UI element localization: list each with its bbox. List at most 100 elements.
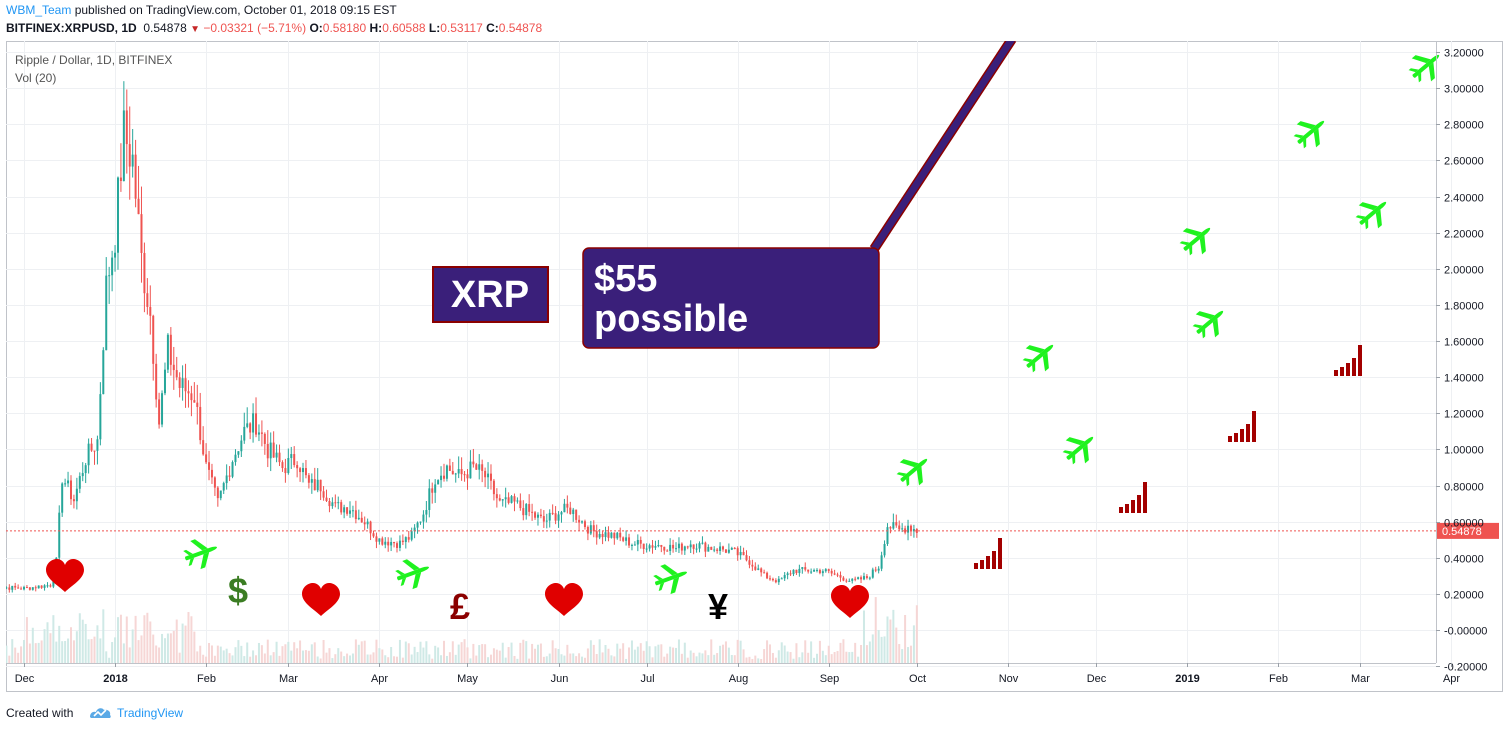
candle-body <box>25 587 28 589</box>
candle-body <box>704 542 707 552</box>
candle-body <box>178 377 181 388</box>
volume-bar <box>357 644 360 663</box>
candle-body <box>284 468 287 474</box>
volume-bar <box>393 656 396 663</box>
volume-bar <box>633 649 636 663</box>
candle-body <box>889 527 892 529</box>
candle-body <box>845 580 848 582</box>
candle-body <box>572 509 575 515</box>
candle-body <box>636 539 639 545</box>
volume-bar <box>293 642 296 663</box>
volume-bar <box>901 649 904 663</box>
volume-bar <box>534 648 537 663</box>
y-tick-label: 1.20000 <box>1444 409 1484 421</box>
candle-body <box>780 578 783 580</box>
candle-body <box>604 532 607 538</box>
volume-bar <box>824 655 827 663</box>
candle-body <box>683 546 686 551</box>
x-tick-label: Nov <box>999 673 1019 685</box>
candle-body <box>454 473 457 475</box>
candle-body <box>11 585 14 590</box>
candle-body <box>263 433 266 444</box>
volume-bar <box>810 641 813 663</box>
volume-bar <box>363 640 366 663</box>
volume-bar <box>52 615 55 663</box>
candle-body <box>563 503 566 513</box>
candle-body <box>833 573 836 575</box>
candle-body <box>616 532 619 539</box>
volume-bar <box>519 642 522 663</box>
candle-body <box>310 479 313 483</box>
candle-body <box>813 569 816 572</box>
volume-bar <box>372 652 375 663</box>
candle-body <box>266 443 269 459</box>
candle-body <box>149 306 152 316</box>
volume-bar <box>105 651 108 663</box>
volume-bar <box>666 653 669 663</box>
volume-bar <box>187 612 190 663</box>
y-tick-label: -0.20000 <box>1444 662 1487 674</box>
candle-body <box>181 378 184 388</box>
candle-body <box>595 531 598 538</box>
candle-body <box>328 501 331 507</box>
volume-bar <box>69 627 72 663</box>
volume-bar <box>40 640 43 663</box>
chart-area[interactable]: 0.54878 $55 possible XRP $ £ ¥ 3.20000 3.00000… <box>6 41 1503 692</box>
volume-bar <box>880 636 883 663</box>
candle-body <box>202 440 205 455</box>
candle-body <box>912 529 915 532</box>
volume-bar <box>275 641 278 663</box>
tradingview-logo-icon[interactable] <box>88 704 112 720</box>
volume-bar <box>49 633 52 663</box>
candle-body <box>848 580 851 582</box>
volume-bar <box>742 649 745 663</box>
volume-bar <box>489 654 492 663</box>
volume-bar <box>722 644 725 663</box>
candle-body <box>410 531 413 540</box>
author-link[interactable]: WBM_Team <box>6 3 72 17</box>
volume-bar <box>575 656 578 663</box>
volume-bar <box>551 640 554 663</box>
volume-bar <box>601 652 604 663</box>
last-price-line: 0.54878 <box>6 522 1499 539</box>
candle-body <box>672 544 675 549</box>
candle-body <box>67 480 70 484</box>
volume-bar <box>727 647 730 663</box>
candle-body <box>325 497 328 502</box>
candle-body <box>692 544 695 549</box>
down-arrow-icon: ▼ <box>190 24 200 35</box>
volume-bar <box>67 638 70 663</box>
volume-bar <box>37 642 40 663</box>
candle-body <box>645 548 648 550</box>
volume-bar <box>410 654 413 663</box>
volume-bar <box>886 616 889 663</box>
volume-bar <box>739 640 742 663</box>
volume-bar <box>860 644 863 663</box>
candle-body <box>169 334 172 365</box>
price-axis: 3.20000 3.00000 2.80000 2.60000 2.40000 2.200… <box>1436 41 1487 674</box>
heart-icon <box>545 583 583 616</box>
volume-bar <box>757 658 760 663</box>
candle-body <box>331 502 334 507</box>
candle-body <box>560 512 563 515</box>
volume-bar <box>299 640 302 663</box>
candle-body <box>719 546 722 551</box>
volume-bar <box>178 652 181 663</box>
volume-bar <box>639 643 642 663</box>
candle-body <box>278 452 281 463</box>
candle-body <box>237 451 240 455</box>
volume-bar <box>307 650 310 663</box>
candle-body <box>419 521 422 523</box>
volume-bar <box>813 657 816 663</box>
close-value: 0.54878 <box>498 21 543 35</box>
volume-bar <box>807 652 810 663</box>
volume-bar <box>889 619 892 663</box>
volume-bar <box>360 641 363 663</box>
volume-bar <box>701 653 704 663</box>
candle-body <box>216 487 219 499</box>
volume-bar <box>58 625 61 663</box>
tradingview-link[interactable]: TradingView <box>117 706 184 720</box>
candle-body <box>763 572 766 574</box>
candle-body <box>390 541 393 546</box>
